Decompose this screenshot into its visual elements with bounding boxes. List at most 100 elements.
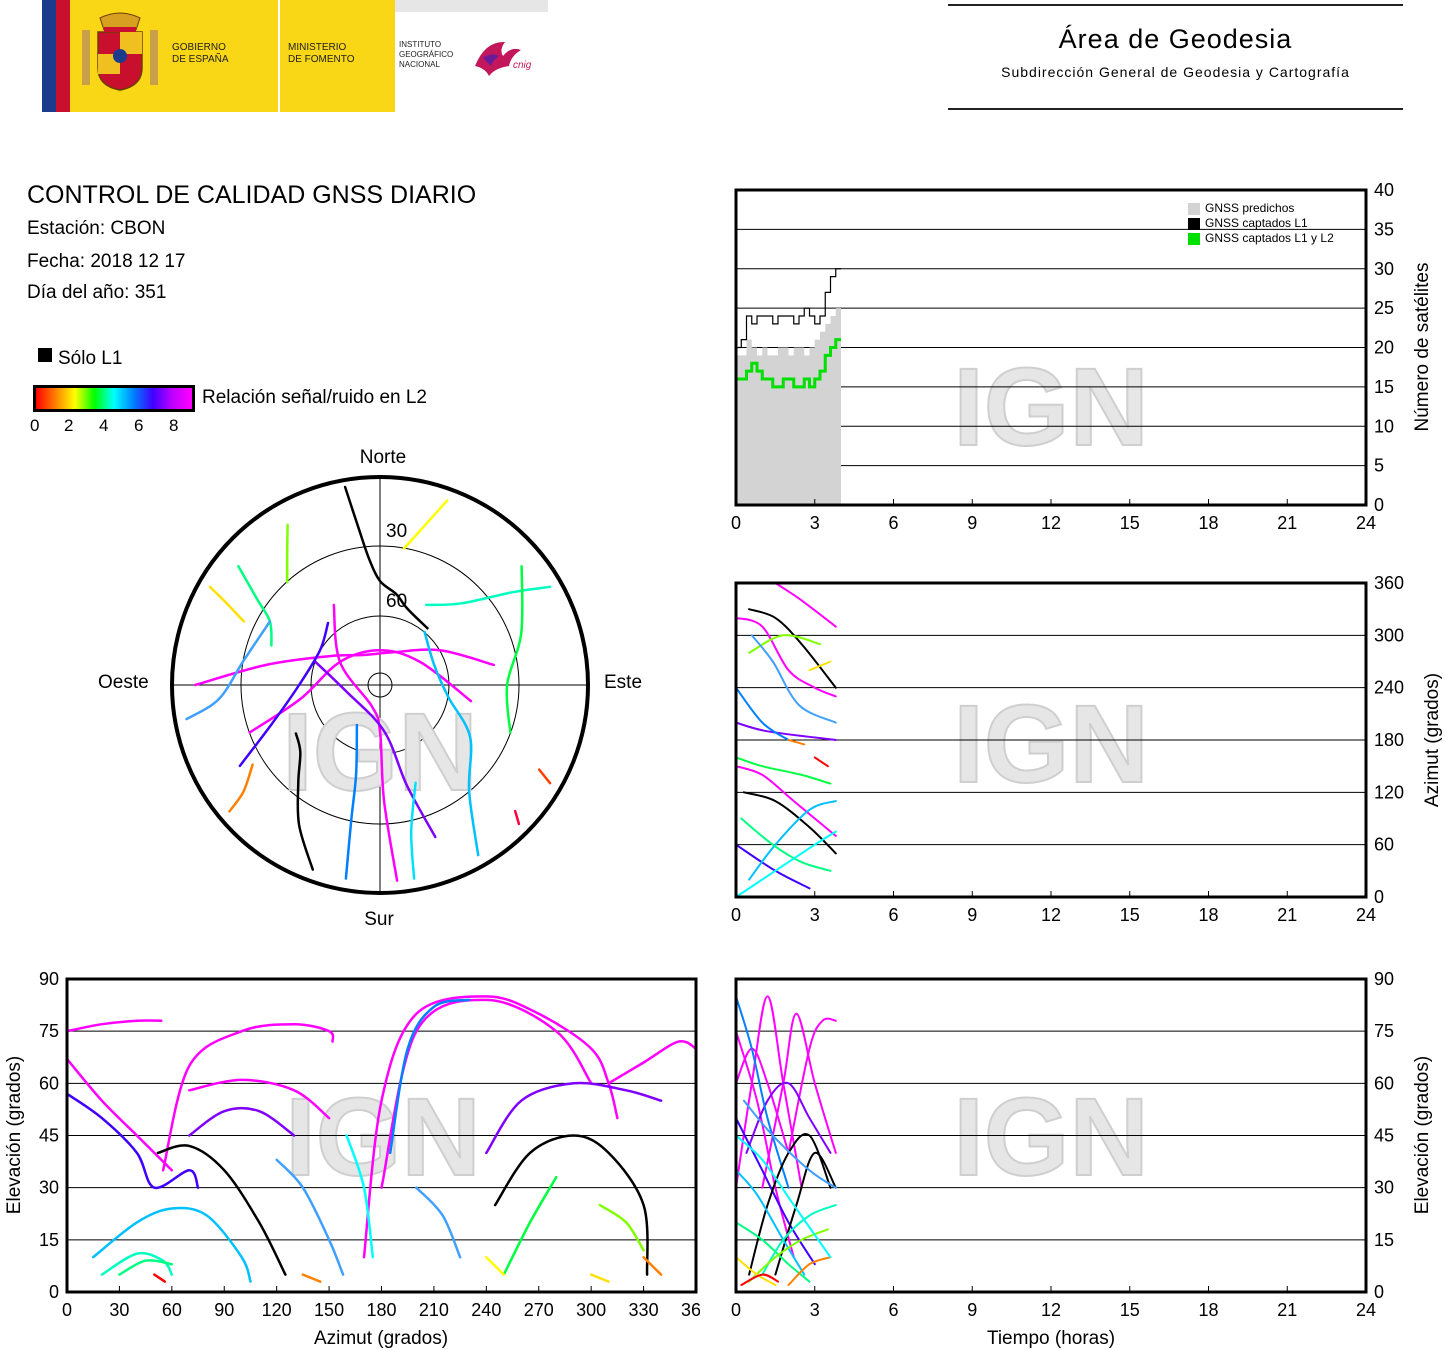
satellite-track xyxy=(193,648,496,687)
satellite-track xyxy=(748,1133,832,1276)
y-tick-label: 360 xyxy=(1374,573,1404,593)
x-tick-label: 6 xyxy=(888,905,898,925)
x-tick-label: 9 xyxy=(967,1300,977,1320)
y-tick-label: 25 xyxy=(1374,298,1394,318)
satellite-track xyxy=(344,723,359,880)
satellite-track xyxy=(735,1117,816,1266)
report-title: CONTROL DE CALIDAD GNSS DIARIO xyxy=(27,181,477,209)
x-tick-label: 21 xyxy=(1277,905,1297,925)
satellite-track xyxy=(740,817,832,872)
satellite-track xyxy=(735,1169,806,1276)
elev-azimuth-ylabel: Elevación (grados) xyxy=(4,1056,25,1214)
snr-colorbar xyxy=(33,385,195,412)
series-predicted-area xyxy=(736,308,841,505)
x-tick-label: 300 xyxy=(576,1300,606,1320)
satellite-track xyxy=(735,995,790,1189)
satellite-track xyxy=(91,1206,252,1283)
satellite-track xyxy=(415,1186,462,1259)
satellite-track xyxy=(248,649,473,734)
nsat-legend: GNSS predichos GNSS captados L1 GNSS cap… xyxy=(1188,201,1334,245)
satellite-track xyxy=(735,1134,832,1259)
satellite-track xyxy=(735,1256,777,1286)
satellite-track xyxy=(65,1092,200,1190)
satellite-track xyxy=(153,1273,167,1283)
x-tick-label: 9 xyxy=(967,513,977,533)
y-tick-label: 300 xyxy=(1374,625,1404,645)
snr-tick: 8 xyxy=(169,416,179,435)
satellite-track xyxy=(748,608,837,689)
satellite-track xyxy=(118,1259,174,1276)
snr-tick: 2 xyxy=(64,416,74,435)
x-tick-label: 18 xyxy=(1198,513,1218,533)
satellite-track xyxy=(156,1144,287,1276)
ign-line3: NACIONAL xyxy=(399,60,440,69)
satellite-track xyxy=(485,1255,506,1276)
legend-label-l1l2: GNSS captados L1 y L2 xyxy=(1205,231,1334,245)
satellite-track xyxy=(513,809,521,826)
satellite-track xyxy=(748,1228,829,1283)
satellite-track xyxy=(735,686,790,741)
satellite-track xyxy=(735,1047,790,1154)
satellite-track xyxy=(748,634,821,654)
area-subtitle: Subdirección General de Geodesia y Carto… xyxy=(1001,64,1350,80)
x-tick-label: 270 xyxy=(524,1300,554,1320)
satellite-track xyxy=(735,1030,795,1259)
y-tick-label: 15 xyxy=(39,1230,59,1250)
y-tick-label: 0 xyxy=(49,1282,59,1302)
ring-label-30: 30 xyxy=(386,521,407,542)
y-tick-label: 5 xyxy=(1374,456,1384,476)
satellite-track xyxy=(188,1106,296,1137)
snr-label: Relación señal/ruido en L2 xyxy=(202,387,427,408)
coat-of-arms-icon xyxy=(82,12,158,91)
satellite-track xyxy=(761,1012,837,1189)
y-tick-label: 15 xyxy=(1374,377,1394,397)
cardinal-west: Oeste xyxy=(98,672,149,693)
satellite-track xyxy=(787,1256,832,1286)
nsat-ylabel: Número de satélites xyxy=(1412,263,1433,432)
y-tick-label: 90 xyxy=(1374,969,1394,989)
x-tick-label: 0 xyxy=(731,905,741,925)
x-tick-label: 240 xyxy=(471,1300,501,1320)
x-tick-label: 21 xyxy=(1277,513,1297,533)
y-tick-label: 45 xyxy=(1374,1126,1394,1146)
watermark: IGN xyxy=(282,691,478,814)
satellite-track xyxy=(598,1203,645,1252)
cardinal-east: Este xyxy=(604,672,642,693)
y-tick-label: 60 xyxy=(1374,1073,1394,1093)
satellite-track xyxy=(228,763,254,813)
x-tick-label: 0 xyxy=(731,1300,741,1320)
cnig-text: cnig xyxy=(513,60,532,71)
x-tick-label: 24 xyxy=(1356,1300,1376,1320)
snr-tick: 6 xyxy=(134,416,144,435)
satellite-track xyxy=(275,1158,345,1276)
x-tick-label: 12 xyxy=(1041,905,1061,925)
satellite-track xyxy=(740,1273,779,1286)
y-tick-label: 45 xyxy=(39,1126,59,1146)
x-tick-label: 3 xyxy=(810,905,820,925)
satellite-track xyxy=(332,603,399,882)
satellite-track xyxy=(493,1134,649,1276)
ministerio-logo: MINISTERIO DE FOMENTO xyxy=(280,0,395,112)
elev-time-ylabel: Elevación (grados) xyxy=(1412,1056,1433,1214)
satellite-track xyxy=(345,1134,375,1259)
x-tick-label: 360 xyxy=(681,1300,700,1320)
x-tick-label: 0 xyxy=(62,1300,72,1320)
satellite-track xyxy=(742,791,837,855)
x-tick-label: 6 xyxy=(888,1300,898,1320)
y-tick-label: 180 xyxy=(1374,730,1404,750)
solo-l1-label: Sólo L1 xyxy=(58,348,123,369)
x-tick-label: 12 xyxy=(1041,513,1061,533)
x-tick-label: 18 xyxy=(1198,1300,1218,1320)
series-l1-line xyxy=(736,268,841,349)
satellite-track xyxy=(774,582,837,628)
satellite-track xyxy=(409,781,417,880)
y-tick-label: 0 xyxy=(1374,1282,1384,1302)
x-tick-label: 210 xyxy=(419,1300,449,1320)
elev-time-xlabel: Tiempo (horas) xyxy=(987,1328,1115,1349)
y-tick-label: 0 xyxy=(1374,495,1384,515)
date-label: Fecha: 2018 12 17 xyxy=(27,251,186,272)
x-tick-label: 180 xyxy=(366,1300,396,1320)
x-tick-label: 6 xyxy=(888,513,898,533)
ign-line2: GEOGRÁFICO xyxy=(399,50,454,59)
satellite-track xyxy=(642,1255,663,1276)
